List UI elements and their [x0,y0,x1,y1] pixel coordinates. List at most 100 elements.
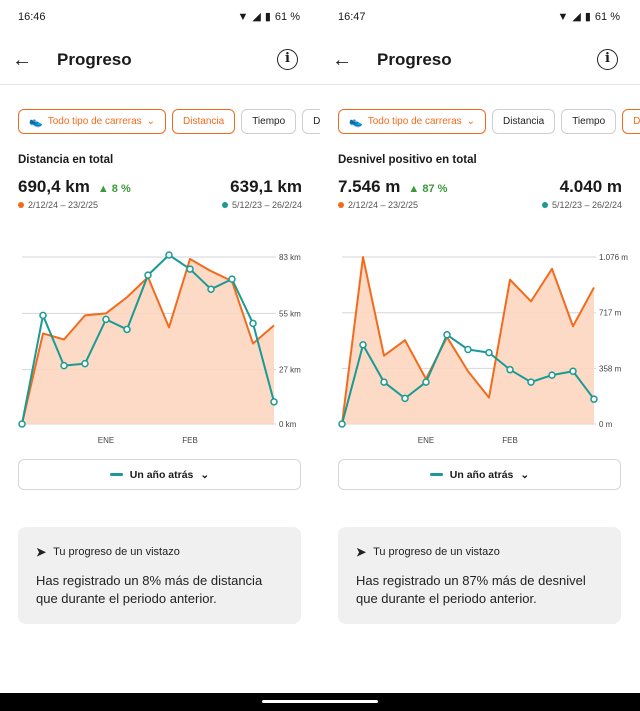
previous-series-point [422,378,430,386]
insight-title: Tu progreso de un vistazo [53,546,180,558]
comparison-period-label: Un año atrás [129,468,194,481]
previous-dot [541,202,548,208]
previous-total-value: 639,1 km [230,177,302,196]
previous-series-point [401,394,409,403]
y-tick-label: 0 km [279,420,297,429]
arrow-up-icon: ▲ [97,183,109,195]
battery-percent: 61 % [274,10,300,23]
app-header: ← Progreso i [320,40,640,80]
app-header: ← Progreso i [0,40,320,80]
y-tick-label: 0 m [599,420,613,429]
filter-chip-2[interactable]: Distancia [492,109,556,134]
battery-icon: ▮ [264,11,271,23]
previous-series-point [569,367,577,375]
change-badge: ▲ 87 % [408,183,447,195]
status-icons: ▼ ◢ ▮ 61 % [237,10,301,24]
current-total: 690,4 km ▲ 8 % [18,177,131,197]
change-value: 87 % [422,183,448,195]
insight-card: ➤ Tu progreso de un vistazo Has registra… [338,527,621,624]
status-time: 16:46 [18,11,46,23]
filter-chip-label: Desnive [633,116,640,127]
current-range-text: 2/12/24 – 23/2/25 [348,200,419,210]
filter-chip-2[interactable]: Distancia [172,109,236,134]
current-dot [338,202,344,208]
previous-series-point [443,331,451,339]
chevron-down-icon: ⌄ [200,468,210,481]
filter-chip-3[interactable]: Tiempo [241,109,297,134]
filter-chips: 👟 Todo tipo de carreras ⌄ Distancia Tiempo De… [338,109,640,134]
y-tick-label: 55 km [279,309,301,318]
chevrons-icon: ➤ [356,545,367,559]
info-icon[interactable]: i [277,49,298,70]
filter-chip-4[interactable]: Desnive [622,109,640,134]
signal-icon: ◢ [572,11,581,23]
current-dot [18,202,24,208]
previous-series-point [102,315,110,324]
filter-chip-1[interactable]: 👟 Todo tipo de carreras ⌄ [338,109,487,134]
filter-chip-label: Desnivel [313,116,320,127]
arrow-left-icon[interactable]: ← [12,49,32,71]
insight-body: Has registrado un 8% más de distancia qu… [36,573,263,606]
header-divider [0,84,320,85]
comparison-period-dropdown[interactable]: Un año atrás ⌄ [338,459,621,490]
status-icons: ▼ ◢ ▮ 61 % [558,10,621,24]
signal-icon: ◢ [252,11,261,23]
status-bar: 16:46 ▼ ◢ ▮ 61 % [0,0,320,34]
previous-series-point [338,420,346,428]
x-tick-label: FEB [182,436,198,445]
filter-chip-3[interactable]: Tiempo [561,109,617,134]
x-tick-label: FEB [502,436,518,445]
insight-title: Tu progreso de un vistazo [373,546,500,558]
progress-chart: 83 km 55 km 27 km 0 km ENE FEB [18,251,301,445]
x-tick-label: ENE [98,436,114,445]
current-range: 2/12/24 – 23/2/25 [338,200,418,210]
previous-series-point [123,325,131,334]
progress-screen-distance: 16:46 ▼ ◢ ▮ 61 % ← Progreso i 👟 Todo tipo… [0,0,320,693]
chevrons-icon: ➤ [36,545,47,559]
previous-range: 5/12/23 – 26/2/24 [541,200,622,210]
comparison-period-dropdown[interactable]: Un año atrás ⌄ [18,459,301,490]
previous-series-point [186,265,194,273]
y-tick-label: 27 km [279,366,301,375]
wifi-icon: ▼ [237,10,249,23]
system-navigation-bar [0,693,640,711]
current-series-line [341,256,595,425]
y-tick-label: 358 m [599,364,622,373]
insight-card: ➤ Tu progreso de un vistazo Has registra… [18,527,301,624]
x-tick-label: ENE [418,436,434,445]
filter-chips: 👟 Todo tipo de carreras ⌄ Distancia Tiempo De… [18,109,320,134]
chevron-down-icon: ⌄ [520,468,530,481]
filter-chip-label: Tiempo [252,116,286,127]
progress-chart: 1.076 m 717 m 358 m 0 m ENE FEB [338,253,628,445]
comparison-period-label: Un año atrás [449,468,514,481]
previous-series-point [270,398,278,406]
previous-series-point [18,420,26,428]
shoe-icon: 👟 [29,116,43,128]
filter-chip-label: Distancia [503,116,545,127]
previous-series-point [527,378,535,386]
filter-chip-4[interactable]: Desnivel [302,109,320,134]
info-icon[interactable]: i [597,49,618,70]
insight-header: ➤ Tu progreso de un vistazo [356,545,603,559]
filter-chip-1[interactable]: 👟 Todo tipo de carreras ⌄ [18,109,167,134]
section-title: Desnivel positivo en total [338,154,477,166]
previous-series-point [548,371,556,379]
current-range: 2/12/24 – 23/2/25 [18,200,98,210]
filter-chip-label: Tiempo [572,116,606,127]
previous-series-point [249,319,257,328]
arrow-left-icon[interactable]: ← [332,49,352,71]
previous-series-point [144,271,152,279]
arrow-up-icon: ▲ [408,183,420,195]
change-badge: ▲ 8 % [98,183,131,195]
chevron-down-icon: ⌄ [466,116,476,127]
current-total-value: 690,4 km [18,177,90,196]
section-title: Distancia en total [18,154,114,166]
shoe-icon: 👟 [349,116,363,128]
home-gesture-pill[interactable] [262,700,378,703]
change-value: 8 % [111,183,131,195]
previous-series-point [39,311,47,320]
previous-range: 5/12/23 – 26/2/24 [221,200,302,210]
previous-series-point [207,285,215,293]
previous-series-swatch [429,473,443,476]
previous-series-point [380,378,388,386]
